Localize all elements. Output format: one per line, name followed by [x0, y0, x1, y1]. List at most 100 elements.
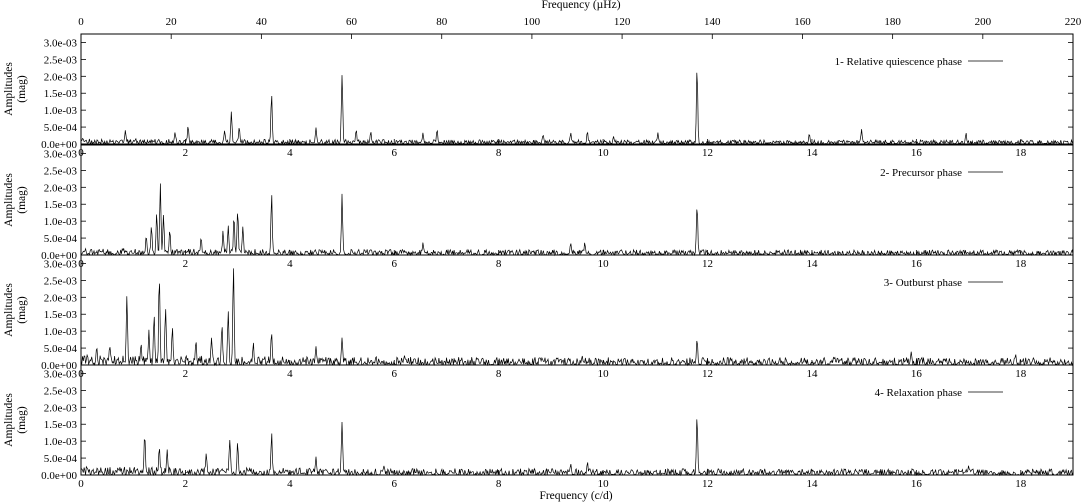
panel-4: 0.0e+00 5.0e-04 1.0e-03 1.5e-03 2.0e-03 2.5e-… [3, 364, 1074, 490]
panel-1: 0.0e+00 5.0e-04 1.0e-03 1.5e-03 2.0e-03 2.5e-… [3, 33, 1074, 159]
top-axis-tick-label: 220 [1065, 16, 1082, 28]
y-axis-tick-label: 5.0e-04 [44, 453, 78, 465]
x-axis-tick-label: 14 [806, 368, 818, 380]
panel-frame [80, 254, 1074, 366]
x-axis-tick-label: 10 [598, 258, 610, 270]
legend-label: 4- Relaxation phase [875, 387, 962, 399]
top-axis-title: Frequency (µHz) [541, 0, 620, 11]
panel-3: 0.0e+00 5.0e-04 1.0e-03 1.5e-03 2.0e-03 2.5e-… [3, 254, 1074, 380]
top-axis-tick-label: 160 [794, 16, 811, 28]
panel-2: 0.0e+00 5.0e-04 1.0e-03 1.5e-03 2.0e-03 2.5e-… [3, 144, 1074, 270]
spectrum-series-line [80, 72, 1074, 146]
top-axis-tick-label: 0 [78, 16, 84, 28]
x-axis-tick-label: 8 [496, 147, 502, 159]
x-axis-tick-label: 8 [496, 368, 502, 380]
x-axis-tick-label: 0 [78, 478, 84, 490]
y-axis-tick-label: 2.5e-03 [44, 275, 78, 287]
y-axis-tick-label: 0.0e+00 [41, 360, 77, 372]
y-axis-tick-label: 2.0e-03 [44, 292, 78, 304]
y-axis-tick-label: 5.0e-04 [44, 343, 78, 355]
y-axis-unit: (mag) [16, 406, 28, 434]
y-axis-tick-label: 1.5e-03 [44, 419, 78, 431]
y-axis-tick-label: 1.5e-03 [44, 309, 78, 321]
y-axis-tick-label: 2.5e-03 [44, 54, 78, 66]
y-axis-title: Amplitudes [3, 62, 15, 116]
y-axis-unit: (mag) [16, 75, 28, 103]
x-axis-tick-label: 12 [702, 478, 713, 490]
x-axis-tick-label: 4 [287, 258, 293, 270]
x-axis-tick-label: 10 [598, 478, 610, 490]
y-axis-tick-label: 1.0e-03 [44, 436, 78, 448]
x-axis-tick-label: 6 [392, 478, 398, 490]
x-axis-tick-label: 2 [183, 147, 189, 159]
x-axis-tick-label: 16 [911, 478, 923, 490]
x-axis-tick-label: 10 [598, 368, 610, 380]
x-axis-tick-label: 2 [183, 258, 189, 270]
x-axis-tick-label: 18 [1015, 368, 1027, 380]
y-axis-tick-label: 1.0e-03 [44, 105, 78, 117]
panel-frame [80, 33, 1074, 145]
x-axis-tick-label: 4 [287, 368, 293, 380]
x-axis-tick-label: 6 [392, 258, 398, 270]
top-axis-tick-label: 140 [704, 16, 721, 28]
y-axis-title: Amplitudes [3, 283, 15, 337]
x-axis-tick-label: 2 [183, 478, 189, 490]
top-axis-tick-label: 100 [524, 16, 541, 28]
x-axis-tick-label: 10 [598, 147, 610, 159]
top-axis-tick-label: 120 [614, 16, 631, 28]
legend-label: 3- Outburst phase [884, 277, 962, 289]
y-axis-tick-label: 3.0e-03 [44, 148, 78, 160]
y-axis-tick-label: 2.0e-03 [44, 182, 78, 194]
panels-group: 0 20 40 60 80 100 120 140 160 180 200 2200.0e+005.0… [3, 16, 1082, 490]
x-axis-tick-label: 6 [392, 368, 398, 380]
top-axis-tick-label: 60 [346, 16, 358, 28]
y-axis-title: Amplitudes [3, 393, 15, 447]
y-axis-tick-label: 1.5e-03 [44, 199, 78, 211]
y-axis-tick-label: 3.0e-03 [44, 258, 78, 270]
y-axis-tick-label: 2.0e-03 [44, 71, 78, 83]
y-axis-tick-label: 0.0e+00 [41, 250, 77, 262]
y-axis-unit: (mag) [16, 296, 28, 324]
panel-frame [80, 364, 1074, 476]
x-axis-tick-label: 8 [496, 258, 502, 270]
top-axis-tick-label: 40 [256, 16, 268, 28]
y-axis-tick-label: 5.0e-04 [44, 122, 78, 134]
top-axis-tick-label: 180 [884, 16, 901, 28]
y-axis-tick-label: 0.0e+00 [41, 470, 77, 482]
y-axis-tick-label: 1.0e-03 [44, 216, 78, 228]
bottom-axis-title: Frequency (c/d) [539, 490, 612, 502]
x-axis-tick-label: 12 [702, 258, 713, 270]
top-axis-tick-label: 200 [975, 16, 992, 28]
top-axis-tick-label: 20 [166, 16, 178, 28]
legend-label: 2- Precursor phase [880, 167, 962, 179]
legend-label: 1- Relative quiescence phase [835, 56, 962, 68]
x-axis-tick-label: 14 [806, 258, 818, 270]
spectrum-series-line [80, 268, 1074, 367]
x-axis-tick-label: 2 [183, 368, 189, 380]
top-axis-tick-label: 80 [436, 16, 448, 28]
x-axis-tick-label: 6 [392, 147, 398, 159]
x-axis-tick-label: 12 [702, 147, 713, 159]
x-axis-tick-label: 18 [1015, 147, 1027, 159]
panel-frame [80, 144, 1074, 256]
x-axis-tick-label: 14 [806, 478, 818, 490]
y-axis-tick-label: 1.0e-03 [44, 326, 78, 338]
y-axis-tick-label: 3.0e-03 [44, 37, 78, 49]
x-axis-tick-label: 18 [1015, 258, 1027, 270]
y-axis-tick-label: 2.5e-03 [44, 165, 78, 177]
x-axis-tick-label: 14 [806, 147, 818, 159]
x-axis-tick-label: 16 [911, 368, 923, 380]
y-axis-title: Amplitudes [3, 173, 15, 227]
x-axis-tick-label: 16 [911, 147, 923, 159]
x-axis-tick-label: 4 [287, 478, 293, 490]
y-axis-tick-label: 0.0e+00 [41, 139, 77, 151]
x-axis-tick-label: 8 [496, 478, 502, 490]
y-axis-tick-label: 3.0e-03 [44, 368, 78, 380]
spectrum-series-line [80, 419, 1074, 477]
x-axis-tick-label: 12 [702, 368, 713, 380]
x-axis-tick-label: 18 [1015, 478, 1027, 490]
y-axis-tick-label: 1.5e-03 [44, 88, 78, 100]
y-axis-tick-label: 2.5e-03 [44, 385, 78, 397]
x-axis-tick-label: 16 [911, 258, 923, 270]
